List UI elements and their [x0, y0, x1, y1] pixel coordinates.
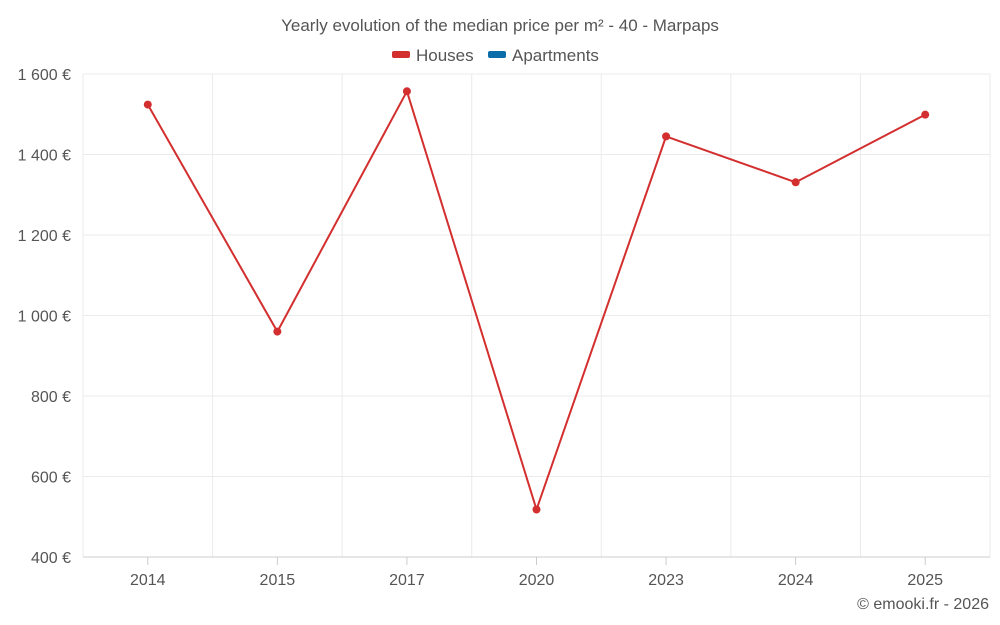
legend-label-houses: Houses [416, 46, 474, 65]
x-tick-label: 2023 [648, 572, 684, 589]
legend-item-houses[interactable]: Houses [392, 46, 474, 65]
y-tick-label: 400 € [31, 550, 71, 567]
legend-item-apartments[interactable]: Apartments [488, 46, 599, 65]
data-point[interactable] [402, 87, 411, 96]
legend-label-apartments: Apartments [512, 46, 599, 65]
x-axis: 2014 2015 2017 2020 2023 2024 2025 [83, 556, 990, 589]
legend: Houses Apartments [392, 46, 599, 65]
data-point[interactable] [532, 505, 541, 514]
y-tick-label: 1 000 € [18, 309, 71, 326]
data-point[interactable] [143, 100, 152, 109]
y-tick-label: 600 € [31, 470, 71, 487]
x-tick-label: 2024 [778, 572, 814, 589]
y-tick-label: 800 € [31, 389, 71, 406]
y-tick-label: 1 400 € [18, 148, 71, 165]
y-axis: 400 € 600 € 800 € 1 000 € 1 200 € 1 400 € 1 60… [18, 67, 71, 567]
x-tick-label: 2025 [907, 572, 943, 589]
grid [82, 73, 991, 557]
legend-swatch-apartments [488, 51, 506, 58]
y-tick-label: 1 200 € [18, 228, 71, 245]
y-tick-label: 1 600 € [18, 67, 71, 84]
data-point[interactable] [791, 178, 800, 187]
data-point[interactable] [273, 327, 282, 336]
x-tick-label: 2015 [260, 572, 296, 589]
x-tick-label: 2017 [389, 572, 425, 589]
data-point[interactable] [921, 110, 930, 119]
chart-title: Yearly evolution of the median price per… [281, 16, 719, 35]
x-tick-label: 2014 [130, 572, 166, 589]
series-layer [143, 87, 930, 514]
x-tick-label: 2020 [519, 572, 555, 589]
legend-swatch-houses [392, 51, 410, 58]
credit-text: © emooki.fr - 2026 [857, 596, 989, 613]
data-point[interactable] [662, 132, 671, 141]
